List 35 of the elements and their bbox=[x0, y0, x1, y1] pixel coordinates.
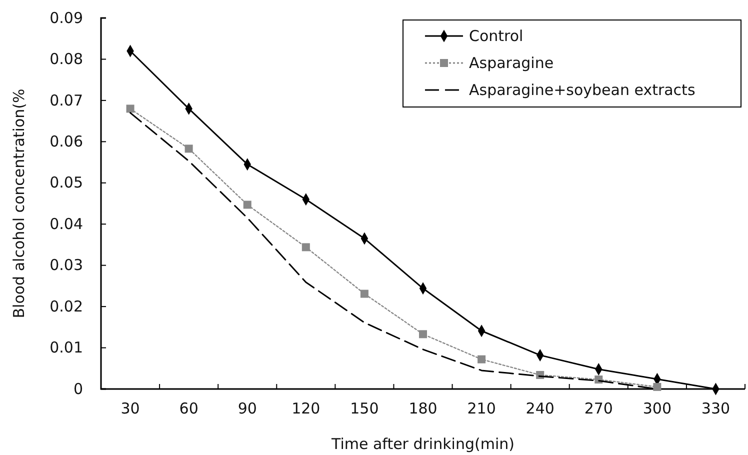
point bbox=[243, 200, 252, 209]
x-tick-label: 300 bbox=[642, 400, 672, 418]
y-tick-label: 0.07 bbox=[50, 91, 83, 110]
x-tick-label: 210 bbox=[467, 400, 496, 418]
legend-label: Asparagine+soybean extracts bbox=[469, 81, 696, 99]
x-tick-label: 120 bbox=[292, 400, 320, 418]
point bbox=[653, 382, 662, 391]
point bbox=[360, 290, 368, 298]
y-tick-label: 0.08 bbox=[50, 50, 83, 68]
y-tick-label: 0 bbox=[73, 380, 83, 398]
y-axis-title: Blood alcohol concentration(% bbox=[10, 88, 28, 318]
point bbox=[478, 355, 486, 364]
point bbox=[594, 376, 603, 384]
x-tick-label: 150 bbox=[350, 400, 379, 418]
x-tick-label: 30 bbox=[120, 400, 140, 418]
point bbox=[302, 243, 310, 252]
x-axis-title: Time after drinking(min) bbox=[330, 435, 514, 453]
x-tick-label: 270 bbox=[584, 400, 613, 418]
y-tick-label: 0.04 bbox=[50, 214, 83, 233]
y-tick-label: 0.09 bbox=[50, 8, 83, 27]
y-tick-label: 0.02 bbox=[50, 297, 83, 316]
point bbox=[126, 104, 134, 113]
legend-label: Asparagine bbox=[469, 54, 554, 72]
x-tick-label: 330 bbox=[701, 400, 730, 418]
y-tick-label: 0.06 bbox=[50, 132, 83, 150]
x-tick-label: 240 bbox=[526, 400, 554, 418]
point bbox=[419, 330, 427, 338]
x-tick-label: 90 bbox=[238, 400, 257, 418]
legend-label: Control bbox=[469, 27, 524, 45]
point bbox=[184, 144, 193, 153]
x-tick-label: 60 bbox=[179, 400, 198, 418]
y-tick-label: 0.03 bbox=[50, 256, 83, 274]
x-tick-label: 180 bbox=[408, 400, 438, 418]
y-tick-label: 0.01 bbox=[50, 338, 83, 357]
y-tick-label: 0.05 bbox=[50, 174, 83, 192]
